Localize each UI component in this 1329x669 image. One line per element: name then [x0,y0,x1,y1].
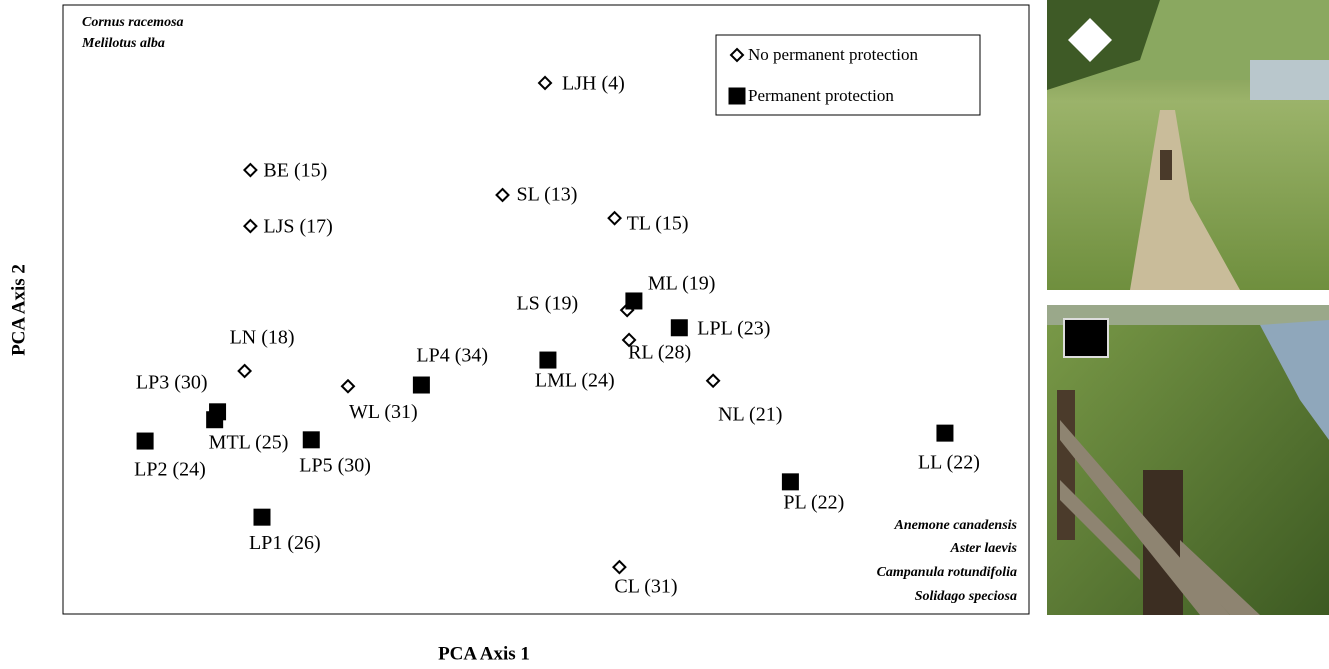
point-label: LS (19) [516,293,578,315]
point-label: BE (15) [263,160,327,182]
point [242,162,258,178]
point-label: LJS (17) [263,216,332,238]
point-label: LL (22) [918,452,980,474]
point [607,210,623,226]
point [781,473,799,491]
point-label: LP2 (24) [134,459,206,481]
point-label: LP4 (34) [416,345,488,367]
point-label: LML (24) [535,370,615,392]
point [412,376,430,394]
legend-marker [728,87,746,105]
point-label: NL (21) [718,403,782,425]
legend-marker [729,47,745,63]
legend-label: Permanent protection [748,86,894,105]
point [612,559,627,575]
point-label: LJH (4) [562,73,625,95]
species-annotation: Melilotus alba [81,36,165,51]
point-label: LN (18) [230,327,295,349]
y-axis-title: PCA Axis 2 [8,264,29,356]
point [936,424,954,442]
photo-unprotected [1047,0,1329,290]
species-annotation: Aster laevis [950,541,1018,556]
point [253,508,271,526]
point [495,187,510,203]
legend-box [715,34,981,116]
point-label: LP3 (30) [136,371,208,393]
plot-frame [62,4,1030,615]
point-label: LP5 (30) [299,454,371,476]
photo-protected [1047,305,1329,615]
point-label: TL (15) [627,213,689,235]
point-label: MTL (25) [209,431,289,453]
point [242,218,258,234]
point [539,351,557,369]
point-label: WL (31) [349,401,418,423]
point [621,332,637,348]
point [340,378,356,394]
point [625,292,643,310]
point [705,373,721,389]
point-label: ML (19) [648,273,716,295]
point [302,431,320,449]
point-label: CL (31) [614,576,677,598]
point-label: RL (28) [628,342,691,364]
legend-label: No permanent protection [748,45,918,64]
species-annotation: Cornus racemosa [82,15,184,30]
point-label: PL (22) [783,491,844,513]
species-annotation: Campanula rotundifolia [877,565,1017,580]
point [670,319,688,337]
point [237,363,253,379]
point [206,411,224,429]
point-label: SL (13) [517,184,578,206]
species-annotation: Solidago speciosa [915,589,1017,604]
point [136,432,154,450]
point [537,75,553,91]
species-annotation: Anemone canadensis [893,518,1017,533]
point-label: LP1 (26) [249,532,321,554]
point-label: LPL (23) [697,317,770,339]
x-axis-title: PCA Axis 1 [438,643,530,664]
